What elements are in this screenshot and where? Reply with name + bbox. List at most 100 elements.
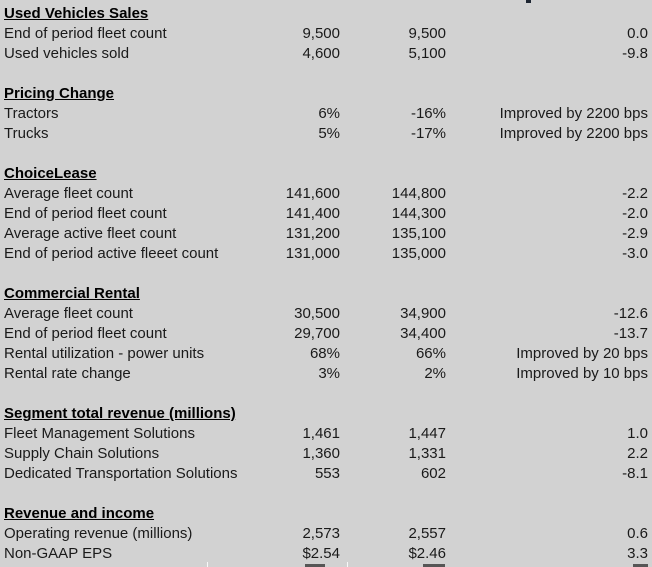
- row-label-cell[interactable]: Trucks: [4, 125, 49, 142]
- row-label-cell[interactable]: Non-GAAP EPS: [4, 545, 113, 562]
- value2-cell[interactable]: 135,000: [391, 245, 446, 262]
- value1-cell[interactable]: 553: [314, 465, 340, 482]
- value2-cell[interactable]: 34,400: [400, 325, 446, 342]
- value1-cell[interactable]: 131,200: [285, 225, 340, 242]
- change-cell[interactable]: -13.7: [613, 325, 648, 342]
- change-cell[interactable]: 0.0: [627, 25, 648, 42]
- value1-cell[interactable]: 2,573: [302, 525, 340, 542]
- change-cell[interactable]: -8.1: [622, 465, 648, 482]
- blank-row: [0, 264, 652, 284]
- cropped-character-artifact-top: [526, 0, 531, 3]
- value2-cell[interactable]: 9,500: [408, 25, 446, 42]
- value1-cell[interactable]: $2.54: [302, 545, 340, 562]
- change-cell[interactable]: -2.2: [622, 185, 648, 202]
- change-cell[interactable]: 2.2: [627, 445, 648, 462]
- value2-cell[interactable]: 135,100: [391, 225, 446, 242]
- value1-cell[interactable]: 9,500: [302, 25, 340, 42]
- row-label-cell[interactable]: Rental utilization - power units: [4, 345, 205, 362]
- row-label-cell[interactable]: Average fleet count: [4, 185, 133, 202]
- value1-cell[interactable]: 1,360: [302, 445, 340, 462]
- row-label-cell[interactable]: Average active fleet count: [4, 225, 177, 242]
- value1-cell[interactable]: 5%: [318, 125, 340, 142]
- value2-cell[interactable]: -17%: [410, 125, 446, 142]
- change-cell[interactable]: -2.9: [622, 225, 648, 242]
- table-row: Average fleet count 30,500 34,900 -12.6: [0, 304, 652, 324]
- section-header-row: Commercial Rental: [0, 284, 652, 304]
- value1-cell[interactable]: 141,400: [285, 205, 340, 222]
- value1-cell[interactable]: 30,500: [294, 305, 340, 322]
- change-cell[interactable]: -2.0: [622, 205, 648, 222]
- row-label-cell[interactable]: End of period fleet count: [4, 325, 167, 342]
- row-label-cell[interactable]: Average fleet count: [4, 305, 133, 322]
- table-row: Average fleet count 141,600 144,800 -2.2: [0, 184, 652, 204]
- table-row: Dedicated Transportation Solutions 553 6…: [0, 464, 652, 484]
- blank-row: [0, 384, 652, 404]
- section-header-row: ChoiceLease: [0, 164, 652, 184]
- section-title[interactable]: Revenue and income: [4, 505, 155, 522]
- value1-cell[interactable]: 68%: [309, 345, 340, 362]
- value1-cell[interactable]: 6%: [318, 105, 340, 122]
- value2-cell[interactable]: 144,300: [391, 205, 446, 222]
- table-row: End of period fleet count 141,400 144,30…: [0, 204, 652, 224]
- change-cell[interactable]: Improved by 2200 bps: [499, 125, 648, 142]
- section-header-row: Segment total revenue (millions): [0, 404, 652, 424]
- table-row: Average active fleet count 131,200 135,1…: [0, 224, 652, 244]
- row-label-cell[interactable]: Supply Chain Solutions: [4, 445, 160, 462]
- change-cell[interactable]: 3.3: [627, 545, 648, 562]
- value2-cell[interactable]: -16%: [410, 105, 446, 122]
- table-row: Tractors 6% -16% Improved by 2200 bps: [0, 104, 652, 124]
- table-row: Rental utilization - power units 68% 66%…: [0, 344, 652, 364]
- row-label-cell[interactable]: Tractors: [4, 105, 59, 122]
- row-label-cell[interactable]: End of period active fleeet count: [4, 245, 219, 262]
- cropped-next-row-text-artifact: [423, 564, 445, 567]
- change-cell[interactable]: -9.8: [622, 45, 648, 62]
- table-row: Used vehicles sold 4,600 5,100 -9.8: [0, 44, 652, 64]
- value2-cell[interactable]: 66%: [415, 345, 446, 362]
- table-row: Non-GAAP EPS $2.54 $2.46 3.3: [0, 544, 652, 564]
- row-label-cell[interactable]: End of period fleet count: [4, 25, 167, 42]
- metrics-table: Used Vehicles Sales End of period fleet …: [0, 4, 652, 564]
- section-title[interactable]: Segment total revenue (millions): [4, 405, 236, 422]
- row-label-cell[interactable]: Fleet Management Solutions: [4, 425, 195, 442]
- value2-cell[interactable]: 2%: [424, 365, 446, 382]
- value1-cell[interactable]: 29,700: [294, 325, 340, 342]
- cropped-next-row-text-artifact: [305, 564, 325, 567]
- value2-cell[interactable]: 5,100: [408, 45, 446, 62]
- value2-cell[interactable]: 602: [420, 465, 446, 482]
- row-label-cell[interactable]: Dedicated Transportation Solutions: [4, 465, 238, 482]
- row-label-cell[interactable]: Rental rate change: [4, 365, 131, 382]
- change-cell[interactable]: Improved by 2200 bps: [499, 105, 648, 122]
- cell-gridline-artifact: [207, 562, 208, 567]
- row-label-cell[interactable]: Operating revenue (millions): [4, 525, 193, 542]
- blank-row: [0, 484, 652, 504]
- change-cell[interactable]: -12.6: [613, 305, 648, 322]
- section-title[interactable]: Pricing Change: [4, 85, 115, 102]
- value1-cell[interactable]: 1,461: [302, 425, 340, 442]
- section-title[interactable]: ChoiceLease: [4, 165, 97, 182]
- value1-cell[interactable]: 141,600: [285, 185, 340, 202]
- value1-cell[interactable]: 131,000: [285, 245, 340, 262]
- change-cell[interactable]: Improved by 10 bps: [516, 365, 648, 382]
- blank-row: [0, 144, 652, 164]
- change-cell[interactable]: -3.0: [622, 245, 648, 262]
- change-cell[interactable]: Improved by 20 bps: [516, 345, 648, 362]
- row-label-cell[interactable]: Used vehicles sold: [4, 45, 130, 62]
- table-row: Fleet Management Solutions 1,461 1,447 1…: [0, 424, 652, 444]
- change-cell[interactable]: 1.0: [627, 425, 648, 442]
- value2-cell[interactable]: 34,900: [400, 305, 446, 322]
- value2-cell[interactable]: 2,557: [408, 525, 446, 542]
- row-label-cell[interactable]: End of period fleet count: [4, 205, 167, 222]
- table-row: Supply Chain Solutions 1,360 1,331 2.2: [0, 444, 652, 464]
- value1-cell[interactable]: 3%: [318, 365, 340, 382]
- value1-cell[interactable]: 4,600: [302, 45, 340, 62]
- table-row: End of period active fleeet count 131,00…: [0, 244, 652, 264]
- change-cell[interactable]: 0.6: [627, 525, 648, 542]
- value2-cell[interactable]: 144,800: [391, 185, 446, 202]
- value2-cell[interactable]: $2.46: [408, 545, 446, 562]
- section-title[interactable]: Commercial Rental: [4, 285, 140, 302]
- value2-cell[interactable]: 1,331: [408, 445, 446, 462]
- value2-cell[interactable]: 1,447: [408, 425, 446, 442]
- cell-gridline-artifact: [347, 562, 348, 567]
- section-title[interactable]: Used Vehicles Sales: [4, 5, 149, 22]
